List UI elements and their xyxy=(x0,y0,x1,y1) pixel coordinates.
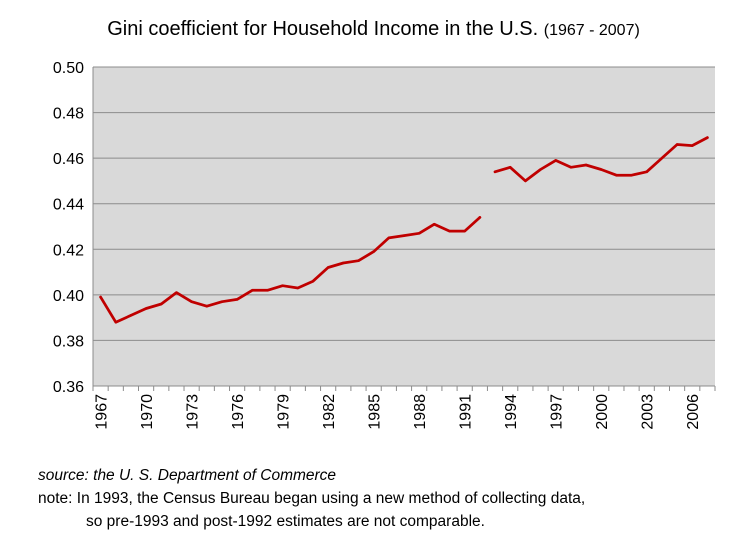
data-point xyxy=(220,300,224,303)
y-axis-tick-labels: 0.36 0.38 0.40 0.42 0.44 0.46 0.48 0.50 xyxy=(53,60,84,396)
data-point xyxy=(493,170,497,174)
data-point xyxy=(357,259,360,262)
data-point xyxy=(417,232,421,235)
data-point xyxy=(99,295,102,299)
series-line-1 xyxy=(99,216,482,324)
chart-title: Gini coefficient for Household Income in… xyxy=(0,18,747,41)
method-note-line2: so pre-1993 and post-1992 estimates are … xyxy=(86,513,485,530)
x-tick-label: 2003 xyxy=(640,394,657,430)
data-point xyxy=(524,179,527,183)
data-point xyxy=(463,229,466,233)
y-tick-label: 0.40 xyxy=(53,288,84,305)
data-point xyxy=(600,168,603,171)
data-point xyxy=(387,236,391,240)
x-tick-label: 1988 xyxy=(412,394,429,430)
x-tick-label: 1970 xyxy=(139,394,156,430)
y-tick-label: 0.42 xyxy=(53,242,84,259)
source-note: source: the U. S. Department of Commerce xyxy=(38,467,337,484)
x-tick-label: 1982 xyxy=(321,394,338,430)
data-point xyxy=(160,302,163,306)
y-tick-label: 0.46 xyxy=(53,151,84,168)
x-tick-label: 1985 xyxy=(367,394,384,430)
data-point xyxy=(554,159,557,162)
data-point xyxy=(660,156,664,160)
data-point xyxy=(630,174,633,177)
data-point xyxy=(326,266,330,269)
data-point xyxy=(296,286,300,290)
x-tick-label: 2000 xyxy=(594,394,611,430)
data-point xyxy=(539,168,542,171)
data-point xyxy=(235,298,239,301)
y-tick-label: 0.50 xyxy=(53,60,84,77)
data-point xyxy=(402,234,406,237)
data-point xyxy=(448,229,451,233)
x-axis xyxy=(92,385,716,391)
chart-notes: source: the U. S. Department of Commerce… xyxy=(38,464,585,533)
data-point xyxy=(342,261,345,265)
plot-area xyxy=(93,67,715,386)
data-point xyxy=(584,163,588,167)
data-point xyxy=(372,250,375,253)
chart-title-years: (1967 - 2007) xyxy=(543,22,640,39)
data-point xyxy=(205,305,208,308)
data-point xyxy=(645,170,648,174)
x-tick-label: 1991 xyxy=(458,394,475,430)
data-point xyxy=(675,143,679,146)
x-tick-label: 1997 xyxy=(549,394,566,430)
data-point xyxy=(129,314,133,317)
x-tick-label: 1976 xyxy=(230,394,247,430)
data-point xyxy=(691,144,694,147)
data-point xyxy=(175,291,178,294)
data-point xyxy=(569,166,573,169)
data-point xyxy=(251,289,254,292)
x-tick-label: 1994 xyxy=(503,394,520,430)
x-axis-tick-labels: 1967 1970 1973 1976 1979 1982 1985 1988 1991 1994… xyxy=(94,394,703,430)
data-point xyxy=(190,300,193,303)
data-point xyxy=(144,307,148,310)
x-tick-label: 1973 xyxy=(185,394,202,430)
y-tick-label: 0.44 xyxy=(53,197,84,214)
y-tick-label: 0.48 xyxy=(53,106,84,123)
data-point xyxy=(311,279,315,283)
chart-title-main: Gini coefficient for Household Income in… xyxy=(107,18,539,40)
data-point xyxy=(706,136,709,139)
data-point xyxy=(615,174,618,177)
data-point xyxy=(114,321,117,324)
y-tick-label: 0.38 xyxy=(53,333,84,350)
data-point xyxy=(478,216,482,219)
data-point xyxy=(281,284,284,287)
x-tick-label: 2006 xyxy=(685,394,702,430)
x-tick-label: 1967 xyxy=(94,394,111,430)
y-tick-label: 0.36 xyxy=(53,379,84,396)
data-point xyxy=(433,223,436,226)
method-note-line1: note: In 1993, the Census Bureau began u… xyxy=(38,490,586,507)
data-point xyxy=(508,166,512,169)
series-lines xyxy=(99,136,709,324)
data-point xyxy=(266,289,269,292)
x-tick-label: 1979 xyxy=(276,394,293,430)
